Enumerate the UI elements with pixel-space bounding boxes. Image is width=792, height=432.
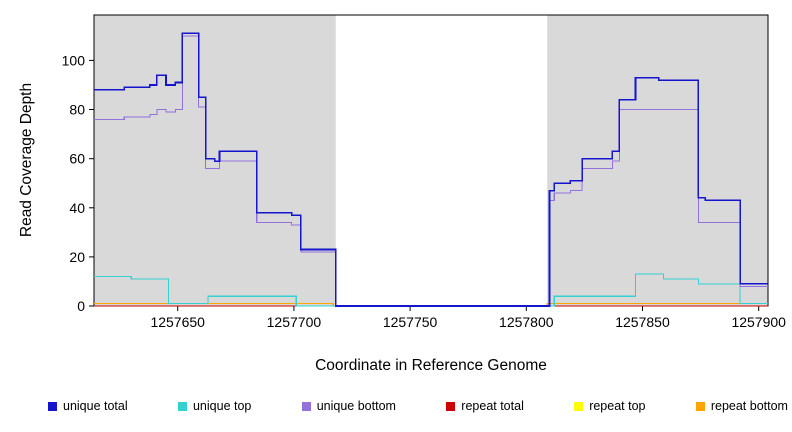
legend-swatch-unique-top (177, 401, 187, 411)
series-unique-total (94, 32, 768, 307)
legend-label: unique top (192, 399, 252, 413)
legend-swatch-repeat-top (574, 401, 584, 411)
x-tick-label: 1257850 (615, 314, 670, 330)
legend-item-repeat-bottom: repeat bottom (695, 399, 788, 413)
y-tick-label: 60 (69, 151, 85, 167)
legend-item-repeat-total: repeat total (446, 399, 524, 413)
legend-swatch-unique-bottom (301, 401, 311, 411)
coverage-plot: 1257650 1257700 1257750 1257800 1257850 12579… (62, 14, 786, 330)
y-tick-label: 40 (69, 200, 85, 216)
y-tick-label: 80 (69, 102, 85, 118)
legend-item-repeat-top: repeat top (574, 399, 645, 413)
x-tick-label: 1257650 (150, 314, 205, 330)
legend: unique total unique top unique bottom repea… (48, 399, 788, 413)
legend-label: repeat bottom (710, 399, 788, 413)
series-unique-bottom (94, 35, 768, 307)
legend-swatch-repeat-total (446, 401, 456, 411)
legend-swatch-repeat-bottom (695, 401, 705, 411)
x-tick-label: 1257700 (267, 314, 322, 330)
legend-item-unique-total: unique total (48, 399, 128, 413)
shaded-region-1 (547, 15, 768, 306)
legend-item-unique-top: unique top (177, 399, 252, 413)
x-tick-label: 1257800 (499, 314, 554, 330)
y-axis-title: Read Coverage Depth (18, 82, 35, 238)
y-tick-label: 100 (62, 52, 86, 68)
y-tick-label: 20 (69, 249, 85, 265)
legend-label: repeat total (461, 399, 524, 413)
series-unique-top (94, 273, 768, 307)
x-tick-label: 1257900 (731, 314, 786, 330)
legend-swatch-unique-total (48, 401, 57, 411)
x-axis-title: Coordinate in Reference Genome (315, 357, 547, 374)
legend-label: repeat top (589, 399, 646, 413)
x-tick-label: 1257750 (383, 314, 438, 330)
legend-label: unique total (63, 399, 128, 413)
legend-item-unique-bottom: unique bottom (301, 399, 396, 413)
legend-label: unique bottom (316, 399, 396, 413)
y-tick-label: 0 (77, 298, 85, 314)
